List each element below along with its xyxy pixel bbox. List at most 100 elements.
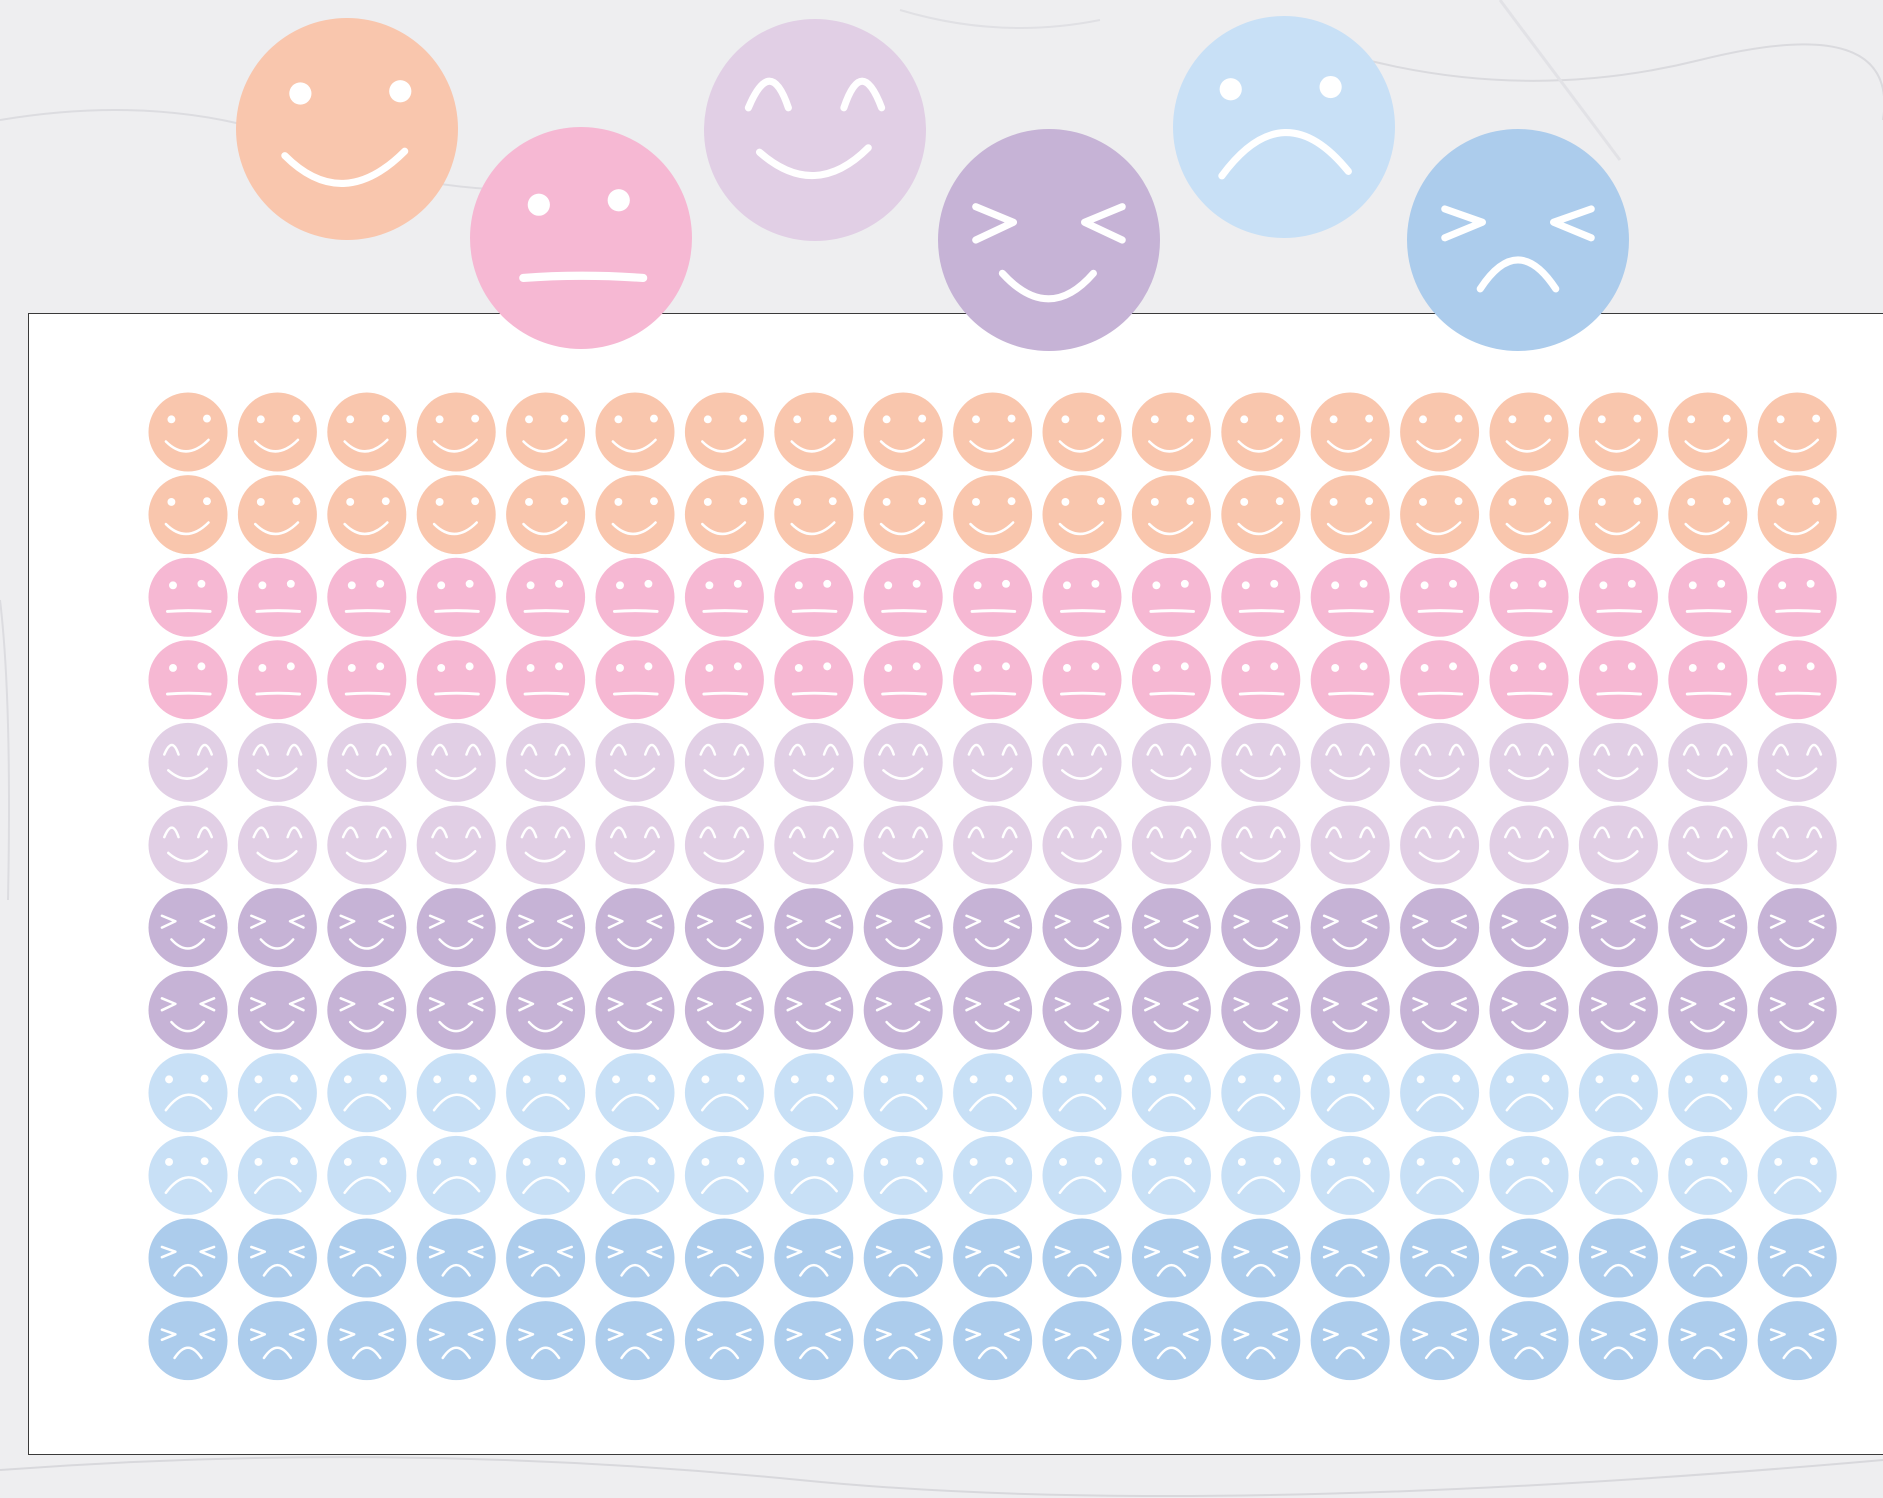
sticker-row-sad	[148, 1053, 1837, 1133]
neutral-sticker	[1668, 557, 1748, 637]
happy-sticker	[1221, 805, 1301, 885]
smile-sticker	[684, 392, 764, 472]
laugh-sticker	[684, 888, 764, 968]
upset-sticker	[327, 1218, 407, 1298]
laugh-sticker	[327, 888, 407, 968]
upset-sticker	[684, 1301, 764, 1381]
upset-sticker	[1042, 1218, 1122, 1298]
neutral-sticker	[416, 640, 496, 720]
happy-sticker	[1578, 722, 1658, 802]
sad-sticker	[1400, 1053, 1480, 1133]
laugh-sticker	[148, 888, 228, 968]
smile-sticker	[774, 475, 854, 555]
sad-sticker	[506, 1135, 586, 1215]
neutral-sticker	[148, 557, 228, 637]
upset-sticker	[863, 1218, 943, 1298]
sticker-grid	[148, 392, 1837, 1381]
upset-sticker	[774, 1301, 854, 1381]
laugh-sticker	[684, 970, 764, 1050]
sad-sticker	[1310, 1135, 1390, 1215]
laugh-sticker	[506, 888, 586, 968]
smile-sticker	[1578, 475, 1658, 555]
sticker-row-neutral	[148, 640, 1837, 720]
sticker-row-happy	[148, 722, 1837, 802]
happy-sticker	[595, 805, 675, 885]
sad-sticker	[1131, 1135, 1211, 1215]
sad-sticker	[684, 1135, 764, 1215]
smile-sticker	[1668, 475, 1748, 555]
smile-sticker	[327, 392, 407, 472]
happy-sticker	[1757, 805, 1837, 885]
neutral-sticker	[327, 640, 407, 720]
happy-sticker	[684, 722, 764, 802]
sad-sticker	[1042, 1135, 1122, 1215]
smile-sticker	[1400, 392, 1480, 472]
sticker-row-laugh	[148, 888, 1837, 968]
sad-sticker	[1757, 1053, 1837, 1133]
neutral-sticker	[1042, 557, 1122, 637]
laugh-sticker	[1400, 970, 1480, 1050]
neutral-sticker	[953, 557, 1033, 637]
neutral-sticker	[1668, 640, 1748, 720]
happy-sticker	[1489, 722, 1569, 802]
sad-sticker	[1578, 1135, 1658, 1215]
sad-sticker	[237, 1053, 317, 1133]
laugh-sticker	[774, 888, 854, 968]
neutral-sticker	[237, 640, 317, 720]
happy-sticker	[595, 722, 675, 802]
neutral-sticker	[1578, 557, 1658, 637]
smile-sticker	[1489, 392, 1569, 472]
sad-sticker	[684, 1053, 764, 1133]
upset-sticker	[595, 1218, 675, 1298]
smile-sticker	[237, 392, 317, 472]
neutral-sticker	[506, 557, 586, 637]
sad-sticker	[148, 1135, 228, 1215]
sad-sticker	[148, 1053, 228, 1133]
laugh-sticker	[1668, 888, 1748, 968]
sad-sticker	[416, 1053, 496, 1133]
upset-sticker	[1131, 1218, 1211, 1298]
smile-sticker	[1310, 392, 1390, 472]
upset-sticker	[595, 1301, 675, 1381]
neutral-sticker	[1310, 557, 1390, 637]
sad-sticker	[953, 1053, 1033, 1133]
upset-sticker	[1668, 1218, 1748, 1298]
happy-sticker	[506, 805, 586, 885]
happy-sticker	[684, 805, 764, 885]
happy-sticker	[1310, 722, 1390, 802]
smile-sticker	[148, 475, 228, 555]
smile-preview-sticker	[236, 18, 458, 240]
smile-sticker	[1578, 392, 1658, 472]
smile-sticker	[595, 475, 675, 555]
happy-sticker	[1668, 722, 1748, 802]
happy-sticker	[1131, 805, 1211, 885]
neutral-sticker	[774, 640, 854, 720]
laugh-sticker	[416, 970, 496, 1050]
upset-sticker	[237, 1301, 317, 1381]
happy-sticker	[1221, 722, 1301, 802]
neutral-sticker	[148, 640, 228, 720]
happy-sticker	[416, 805, 496, 885]
smile-sticker	[1131, 475, 1211, 555]
sad-sticker	[1668, 1135, 1748, 1215]
upset-sticker	[774, 1218, 854, 1298]
happy-sticker	[1400, 805, 1480, 885]
neutral-sticker	[1400, 640, 1480, 720]
upset-sticker	[1668, 1301, 1748, 1381]
laugh-sticker	[416, 888, 496, 968]
happy-sticker	[327, 722, 407, 802]
neutral-sticker	[595, 640, 675, 720]
smile-sticker	[953, 392, 1033, 472]
upset-sticker	[1757, 1218, 1837, 1298]
laugh-sticker	[1400, 888, 1480, 968]
smile-sticker	[506, 475, 586, 555]
upset-sticker	[953, 1218, 1033, 1298]
smile-sticker	[416, 475, 496, 555]
smile-sticker	[953, 475, 1033, 555]
upset-preview-sticker	[1407, 129, 1629, 351]
upset-sticker	[237, 1218, 317, 1298]
happy-sticker	[774, 722, 854, 802]
smile-sticker	[863, 475, 943, 555]
sad-sticker	[595, 1053, 675, 1133]
